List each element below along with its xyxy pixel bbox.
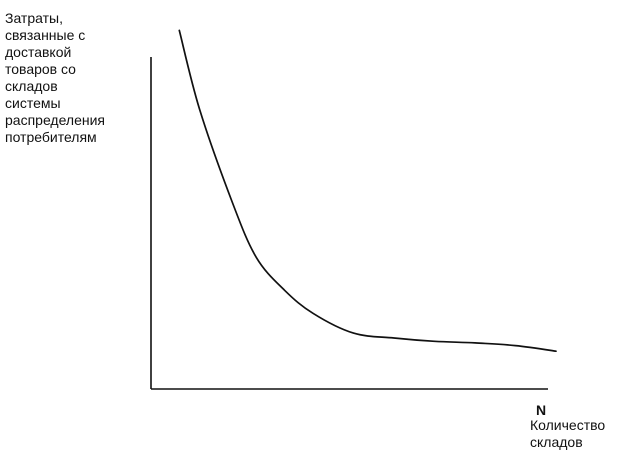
y-axis-label: Затраты, связанные с доставкой товаров с… bbox=[5, 10, 105, 146]
series-line-0 bbox=[178, 29, 557, 353]
y-axis-label-line: распределения bbox=[5, 112, 105, 128]
x-axis-label-line: Количество bbox=[530, 417, 606, 433]
y-axis-label-line: Затраты, bbox=[5, 10, 63, 26]
y-axis-label-line: складов bbox=[5, 78, 58, 94]
y-axis-label-line: товаров со bbox=[5, 61, 76, 77]
y-axis-label-line: доставкой bbox=[5, 44, 72, 60]
y-axis-label-line: системы bbox=[5, 95, 61, 111]
y-axis-label-line: потребителям bbox=[5, 129, 97, 145]
x-axis-label: Количество складов bbox=[530, 417, 605, 451]
x-axis-end-label: N bbox=[536, 402, 547, 418]
y-axis-label-line: связанные с bbox=[5, 27, 86, 43]
x-axis-label-line: складов bbox=[530, 434, 583, 450]
